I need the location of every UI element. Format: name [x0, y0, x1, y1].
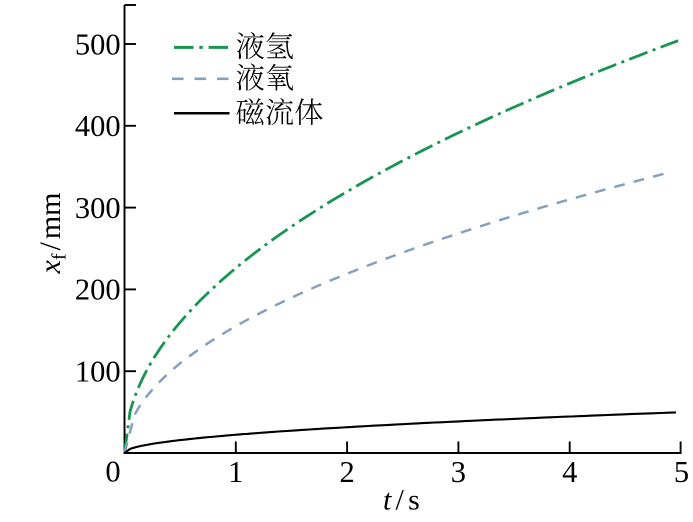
- svg-text:200: 200: [75, 273, 121, 307]
- svg-text:0: 0: [105, 454, 120, 488]
- svg-text:t/s: t / s: [383, 484, 420, 517]
- svg-text:1: 1: [228, 455, 243, 489]
- svg-text:xf/mm: xf/mm: [34, 192, 71, 274]
- svg-text:400: 400: [75, 109, 121, 143]
- svg-text:300: 300: [75, 191, 121, 225]
- svg-text:2: 2: [339, 455, 354, 489]
- svg-text:100: 100: [75, 355, 121, 389]
- svg-text:5: 5: [674, 455, 689, 489]
- svg-text:500: 500: [75, 27, 121, 61]
- svg-text:3: 3: [451, 455, 466, 489]
- svg-text:4: 4: [562, 455, 577, 489]
